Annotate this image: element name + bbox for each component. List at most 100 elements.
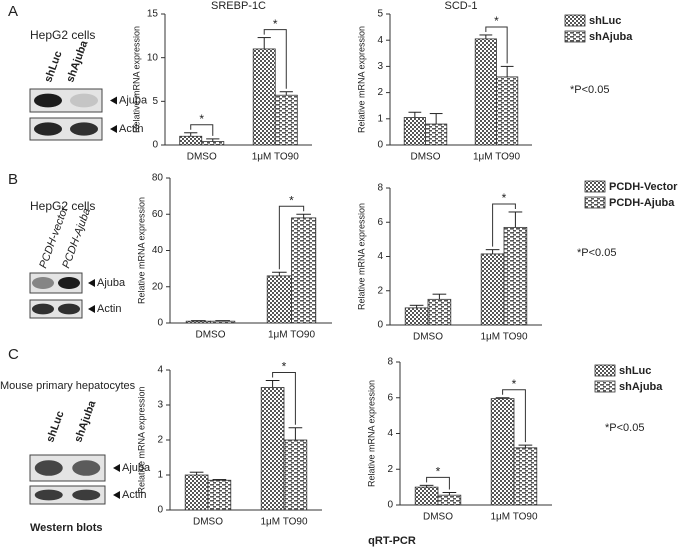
y-tick-label: 2 [377,285,383,296]
arrow [110,125,117,133]
significance-bracket [502,389,526,443]
note: *P<0.05 [570,84,609,96]
y-tick-label: 6 [387,392,393,403]
error-bar [408,111,422,118]
lane-label: shLuc [44,409,66,444]
y-tick-label: 20 [152,281,164,292]
error-bar [495,397,510,399]
y-tick-label: 2 [377,87,383,98]
y-axis-label: Relative mRNA expression [356,203,366,310]
bar [210,320,236,324]
error-bar [288,427,303,440]
lane-label: shLuc [42,49,64,84]
blot-band [32,277,54,289]
y-tick-label: 4 [377,35,383,46]
y-tick-label: 4 [387,428,393,439]
bar [266,275,292,324]
band-label: Ajuba [122,462,151,474]
blot-band [70,122,98,136]
y-tick-label: 3 [377,61,383,72]
x-tick-label: 1μM TO90 [480,332,528,343]
legend-swatch [564,14,586,27]
x-tick-label: 1μM TO90 [473,152,521,163]
significance-label: * [289,193,294,207]
error-bar [429,113,443,125]
blot-band [58,277,80,289]
band-label: Actin [119,123,143,135]
legend-label: PCDH-Ajuba [609,197,675,209]
legend-label: shLuc [589,15,621,27]
legend-swatch [594,380,616,393]
bar [184,474,209,511]
legend-label: shAjuba [589,31,633,43]
y-tick-label: 4 [377,251,383,262]
cell-line: HepG2 cells [30,199,95,213]
arrow [88,305,95,313]
bar [283,439,308,511]
x-tick-label: DMSO [413,332,443,343]
error-bar [479,34,493,39]
legend-swatch [584,196,606,209]
x-tick-label: 1μM TO90 [490,512,538,523]
y-tick-label: 5 [152,96,158,107]
bar [274,94,298,146]
significance-bracket [278,205,305,270]
y-tick-label: 2 [157,435,163,446]
error-bar [279,91,293,96]
error-bar [442,491,457,496]
error-bar [485,249,500,254]
y-tick-label: 1 [157,470,163,481]
legend-label: PCDH-Vector [609,181,678,193]
y-tick-label: 2 [387,464,393,475]
error-bar [257,37,271,49]
x-tick-label: 1μM TO90 [260,517,308,528]
bar [437,494,462,506]
bar [480,253,505,326]
x-tick-label: 1μM TO90 [268,330,316,341]
note: *P<0.05 [577,247,616,259]
arrow [113,464,120,472]
bar [496,76,519,146]
error-bar [419,484,434,488]
y-tick-label: 0 [152,140,158,151]
blot-band [34,122,62,136]
lane-label: shAjuba [64,38,90,84]
legend-swatch [584,180,606,193]
cell-line: HepG2 cells [30,28,95,42]
bar [490,398,515,506]
blot-band [34,489,63,501]
y-tick-label: 4 [157,365,163,376]
band-label: Actin [122,489,146,501]
lane-label: shAjuba [72,398,98,444]
band-label: Ajuba [119,94,148,106]
legend-label: shAjuba [619,381,663,393]
x-tick-label: 1μM TO90 [252,152,300,163]
bar [260,387,285,511]
significance-label: * [199,112,204,126]
bar [403,117,426,146]
cell-line: Mouse primary hepatocytes [0,380,136,392]
y-axis-label: Relative mRNA expression [136,386,146,493]
error-bar [296,213,311,218]
x-tick-label: DMSO [187,152,217,163]
footer-center: qRT-PCR [368,535,416,547]
bar [425,123,448,146]
chart-title: SREBP-1C [211,0,266,12]
significance-label: * [494,14,499,28]
error-bar [215,320,230,322]
bar [474,38,497,146]
error-bar [409,304,424,308]
panel-label: B [8,171,18,188]
blot-band [72,489,101,501]
y-tick-label: 8 [377,183,383,194]
significance-label: * [282,360,287,374]
footer-left: Western blots [30,522,103,534]
y-tick-label: 40 [152,245,164,256]
blot-band [70,93,98,108]
significance-label: * [502,191,507,205]
error-bar [500,65,514,77]
error-bar [265,380,280,388]
bar [503,226,528,326]
bar [201,141,225,146]
